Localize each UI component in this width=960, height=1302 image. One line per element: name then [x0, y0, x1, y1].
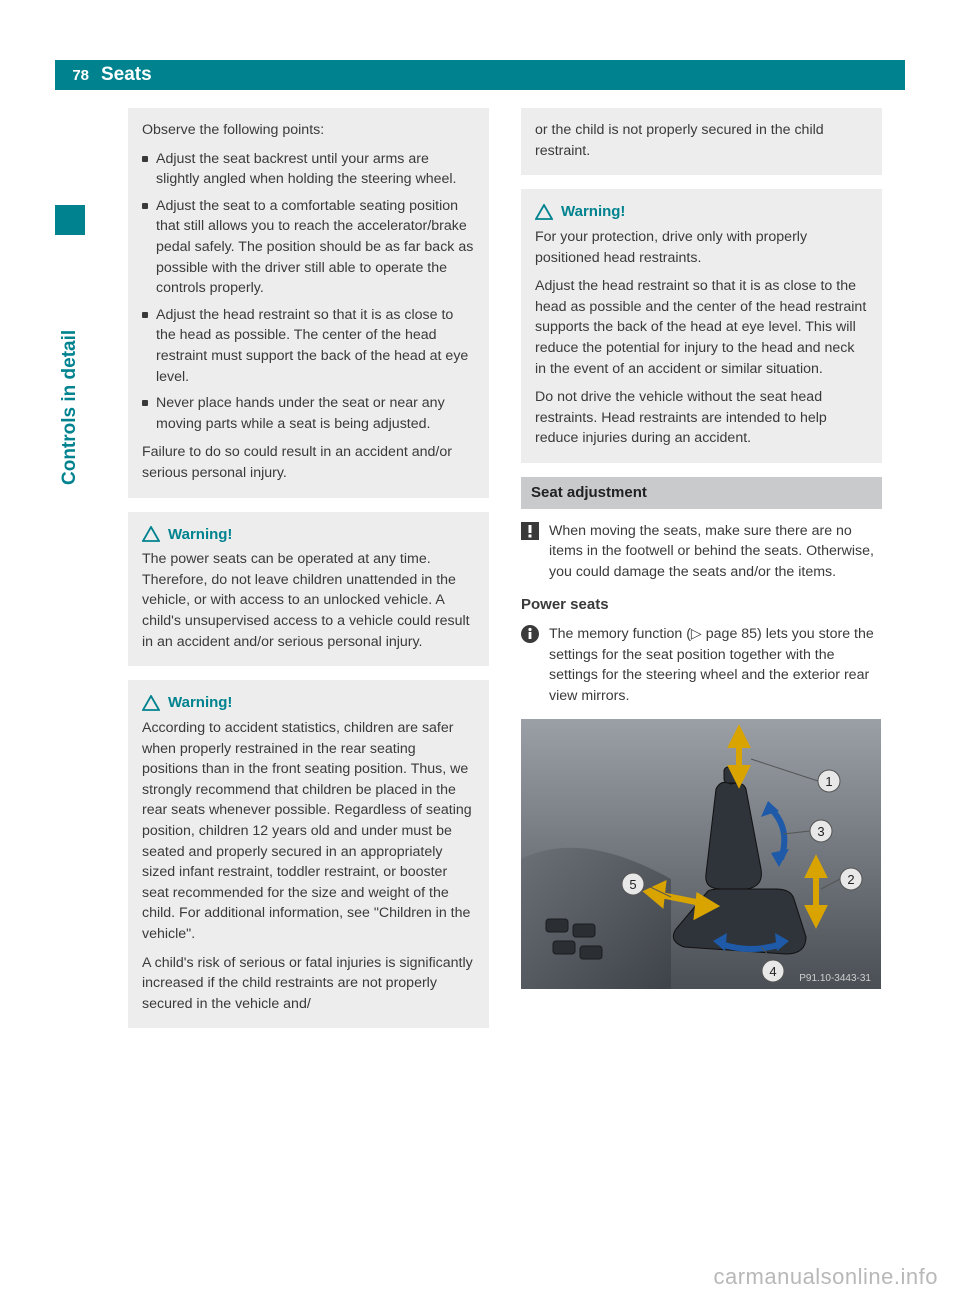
caution-paragraph: When moving the seats, make sure there a…	[521, 521, 882, 583]
side-section-label: Controls in detail	[55, 235, 85, 485]
warning-label: Warning!	[168, 692, 232, 714]
caution-text: When moving the seats, make sure there a…	[549, 521, 882, 583]
svg-text:4: 4	[769, 964, 776, 979]
seat-adjustment-figure: 1 2 3 4 5	[521, 719, 882, 996]
warning-box-2: Warning! According to accident statistic…	[128, 680, 489, 1028]
info-paragraph: The memory function (▷ page 85) lets you…	[521, 624, 882, 706]
warning-box-1: Warning! The power seats can be operated…	[128, 512, 489, 667]
warning-body: For your protection, drive only with pro…	[535, 227, 868, 268]
footer-watermark: carmanualsonline.info	[713, 1264, 938, 1290]
svg-text:5: 5	[629, 877, 636, 892]
warning-triangle-icon	[142, 695, 160, 711]
warning-label: Warning!	[561, 201, 625, 223]
warning-body: According to accident statistics, childr…	[142, 718, 475, 945]
warning-box-3: Warning! For your protection, drive only…	[521, 189, 882, 463]
warning-body: Do not drive the vehicle without the sea…	[535, 387, 868, 449]
page-number: 78	[55, 60, 95, 90]
svg-text:3: 3	[817, 824, 824, 839]
warning-body: A child's risk of serious or fatal injur…	[142, 953, 475, 1015]
subheading-power-seats: Power seats	[521, 594, 882, 616]
manual-page: 78 Seats Controls in detail Observe the …	[0, 0, 960, 1302]
caution-icon	[521, 522, 539, 540]
warning-box-2-cont: or the child is not properly secured in …	[521, 108, 882, 175]
info-text: The memory function (▷ page 85) lets you…	[549, 624, 882, 706]
warning-body: The power seats can be operated at any t…	[142, 549, 475, 652]
observe-box: Observe the following points: Adjust the…	[128, 108, 489, 498]
section-heading: Seat adjustment	[521, 477, 882, 509]
failure-text: Failure to do so could result in an acci…	[142, 442, 475, 483]
warning-label: Warning!	[168, 524, 232, 546]
list-item: Never place hands under the seat or near…	[142, 393, 475, 434]
header-bar: 78 Seats	[55, 60, 905, 90]
svg-text:1: 1	[825, 774, 832, 789]
warning-body-cont: or the child is not properly secured in …	[535, 120, 868, 161]
list-item: Adjust the seat backrest until your arms…	[142, 149, 475, 190]
warning-heading: Warning!	[142, 524, 475, 546]
list-item: Adjust the head restraint so that it is …	[142, 305, 475, 387]
info-icon	[521, 625, 539, 643]
warning-heading: Warning!	[535, 201, 868, 223]
figure-ref: P91.10-3443-31	[799, 973, 871, 984]
side-tab	[55, 205, 85, 235]
content-columns: Observe the following points: Adjust the…	[128, 108, 882, 1242]
warning-heading: Warning!	[142, 692, 475, 714]
warning-body: Adjust the head restraint so that it is …	[535, 276, 868, 379]
observe-intro: Observe the following points:	[142, 120, 475, 141]
page-title: Seats	[95, 64, 152, 86]
svg-text:2: 2	[847, 872, 854, 887]
list-item: Adjust the seat to a comfortable seating…	[142, 196, 475, 299]
observe-list: Adjust the seat backrest until your arms…	[142, 149, 475, 435]
warning-triangle-icon	[142, 526, 160, 542]
warning-triangle-icon	[535, 204, 553, 220]
